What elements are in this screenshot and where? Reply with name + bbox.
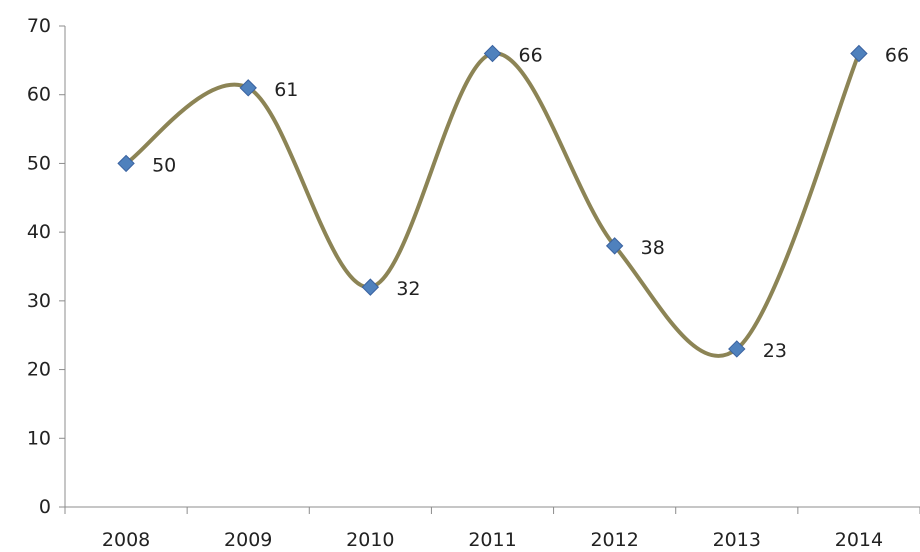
data-label: 23	[763, 340, 787, 362]
x-tick-label: 2012	[590, 529, 638, 551]
y-tick-label: 30	[27, 290, 51, 312]
x-tick-label: 2013	[713, 529, 761, 551]
y-tick-label: 40	[27, 221, 51, 243]
data-point-marker	[728, 340, 746, 358]
y-tick-label: 0	[39, 496, 51, 518]
x-axis: 2008 2009 2010 2011 2012 2013 2014	[64, 506, 920, 551]
series-line	[124, 51, 861, 358]
data-point-marker	[361, 278, 380, 296]
data-label: 61	[274, 79, 298, 101]
data-label: 66	[519, 44, 543, 66]
y-tick-label: 70	[27, 15, 51, 37]
x-tick-label: 2011	[468, 529, 516, 551]
x-tick-label: 2014	[835, 529, 883, 551]
y-axis: 0 10 20 30 40 50 60 70	[27, 15, 66, 518]
data-point-marker	[483, 44, 502, 63]
data-label: 32	[396, 278, 420, 300]
y-tick-label: 50	[27, 152, 51, 174]
data-point-marker	[850, 44, 868, 63]
y-tick-label: 10	[27, 427, 51, 449]
x-tick-label: 2008	[102, 529, 150, 551]
x-tick-label: 2010	[346, 529, 394, 551]
data-label: 66	[885, 44, 909, 66]
data-point-marker	[239, 79, 257, 97]
data-label: 50	[152, 154, 176, 176]
data-point-marker	[605, 237, 624, 255]
data-point-marker	[117, 154, 135, 173]
y-tick-label: 60	[27, 84, 51, 106]
y-tick-label: 20	[27, 359, 51, 381]
data-label: 38	[641, 237, 665, 259]
x-tick-label: 2009	[224, 529, 272, 551]
